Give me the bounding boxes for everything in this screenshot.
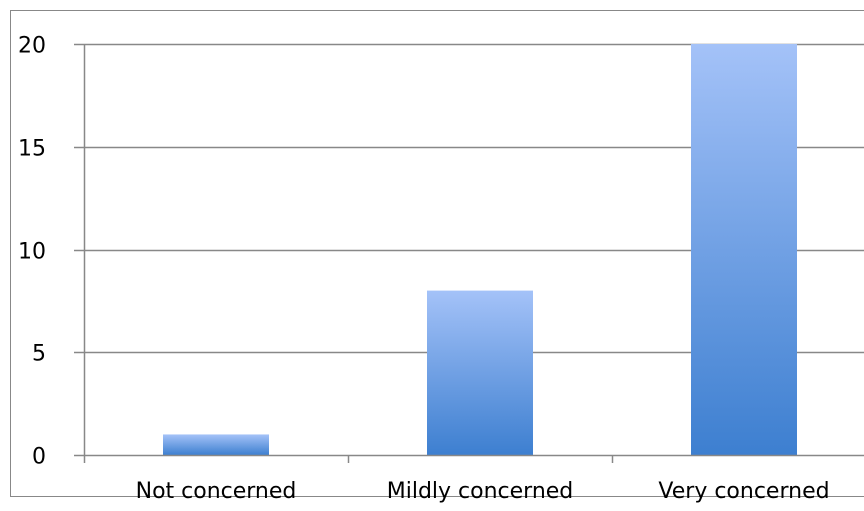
y-tick-label-20: 20: [18, 34, 46, 59]
x-tick-labels: Not concerned Mildly concerned Very concer…: [136, 479, 830, 504]
bar-very-concerned: [691, 44, 797, 455]
x-tick-label-mildly-concerned: Mildly concerned: [387, 479, 574, 504]
y-tick-label-5: 5: [32, 342, 46, 367]
bar-mildly-concerned: [427, 291, 533, 455]
bars: [163, 44, 797, 455]
y-tick-label-10: 10: [18, 240, 46, 265]
x-tick-label-very-concerned: Very concerned: [658, 479, 829, 504]
y-tick-labels: 0 5 10 15 20: [18, 34, 46, 470]
bar-not-concerned: [163, 434, 269, 455]
x-tick-label-not-concerned: Not concerned: [136, 479, 297, 504]
y-tick-label-15: 15: [18, 137, 46, 162]
y-tick-label-0: 0: [32, 445, 46, 470]
